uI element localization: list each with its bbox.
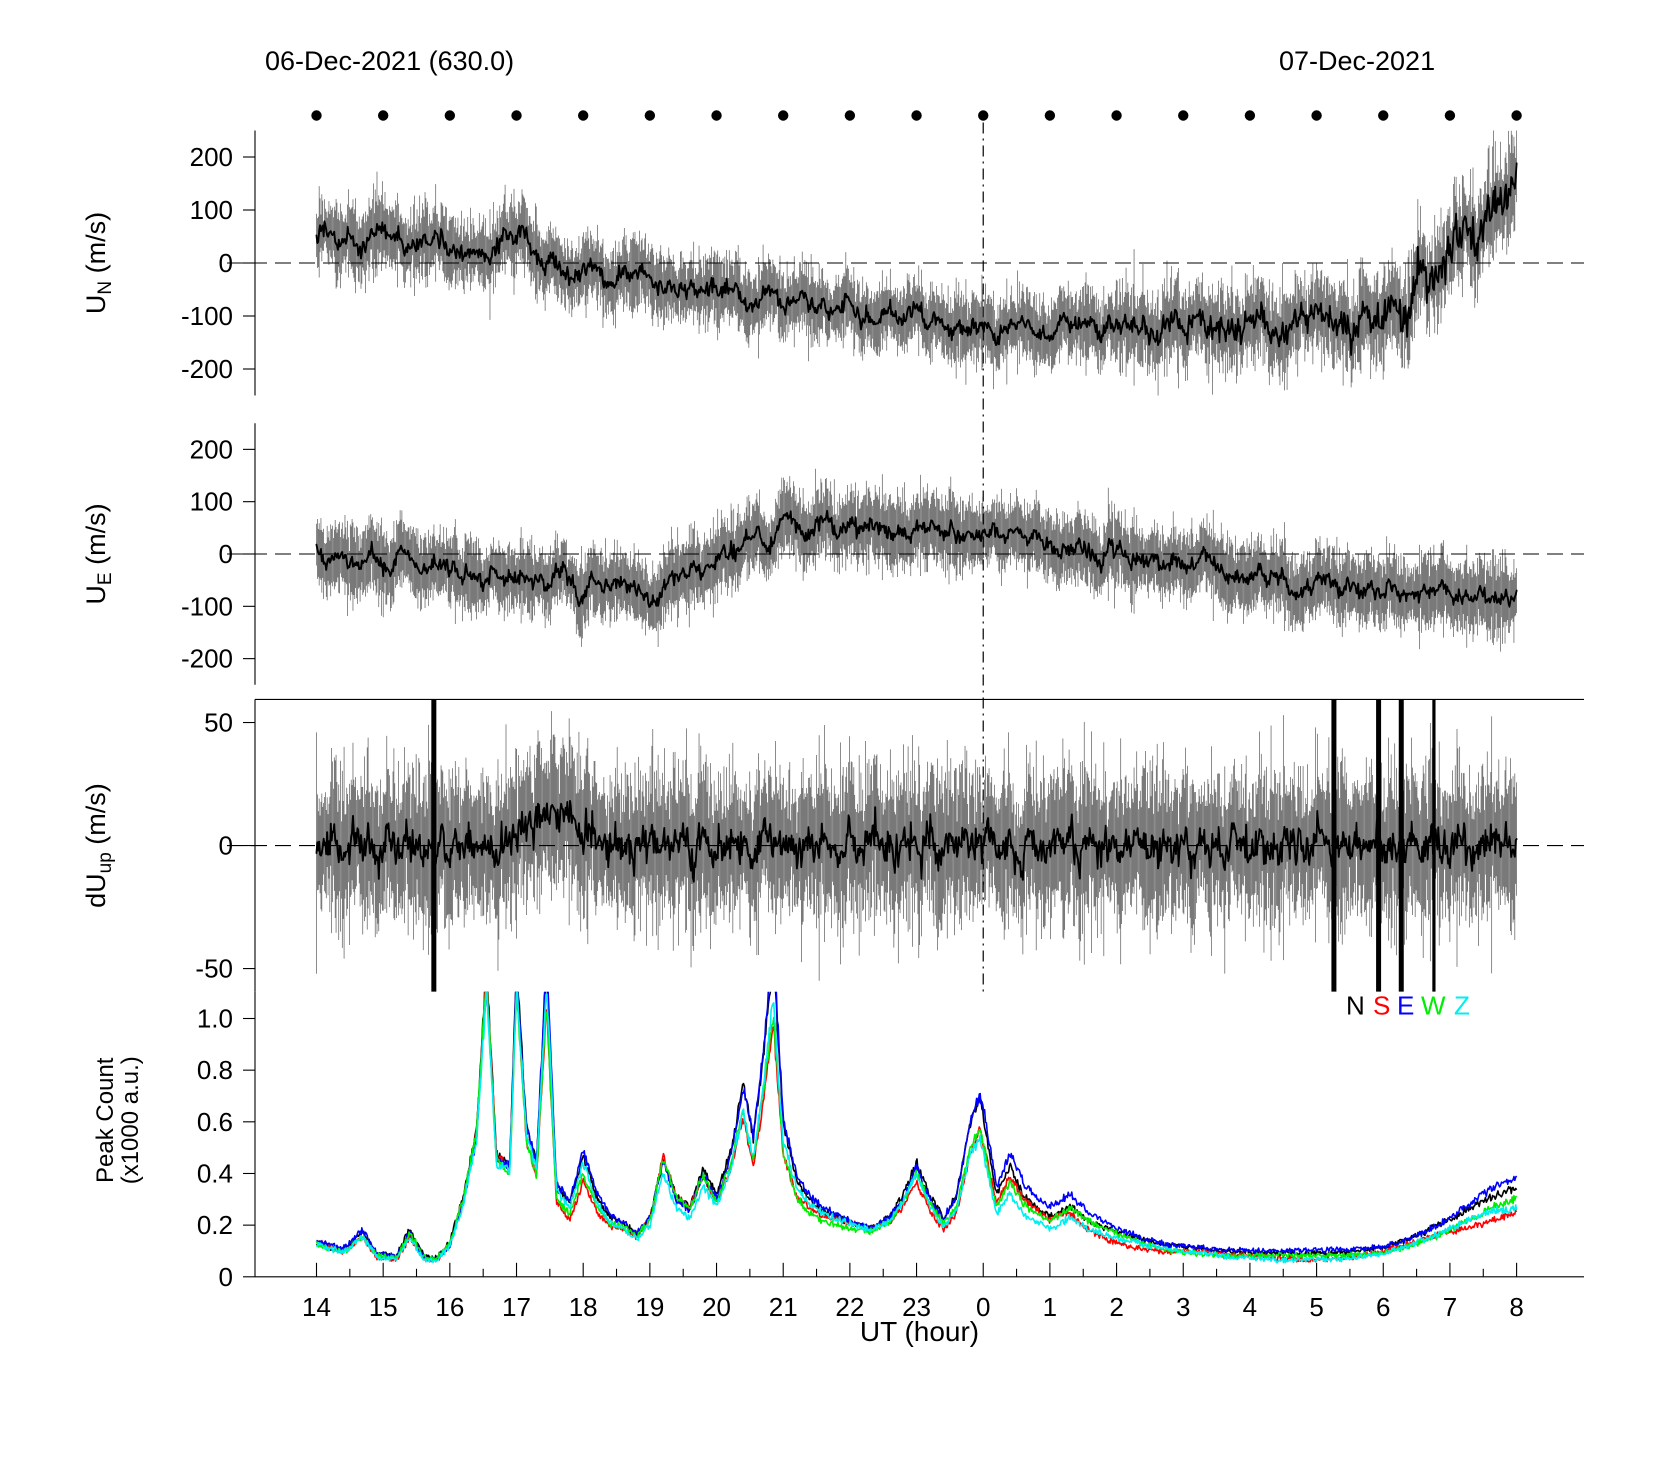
svg-text:UT (hour): UT (hour) (860, 1316, 979, 1347)
svg-text:100: 100 (190, 195, 233, 225)
svg-text:2: 2 (1109, 1292, 1123, 1322)
svg-text:18: 18 (569, 1292, 598, 1322)
svg-text:17: 17 (502, 1292, 531, 1322)
svg-text:19: 19 (635, 1292, 664, 1322)
svg-text:S: S (1373, 991, 1390, 1021)
svg-text:50: 50 (204, 708, 233, 738)
svg-text:dUup (m/s): dUup (m/s) (81, 783, 116, 908)
svg-text:-100: -100 (181, 591, 233, 621)
svg-text:Peak Count: Peak Count (92, 1057, 119, 1183)
svg-text:200: 200 (190, 434, 233, 464)
svg-text:0.6: 0.6 (197, 1107, 233, 1137)
svg-text:200: 200 (190, 142, 233, 172)
svg-text:-200: -200 (181, 644, 233, 674)
svg-text:100: 100 (190, 487, 233, 517)
svg-text:5: 5 (1309, 1292, 1323, 1322)
svg-text:W: W (1421, 991, 1446, 1021)
svg-text:UN (m/s): UN (m/s) (81, 212, 116, 314)
svg-text:Z: Z (1454, 991, 1470, 1021)
svg-text:0: 0 (219, 1262, 233, 1292)
svg-text:E: E (1397, 991, 1414, 1021)
svg-text:07-Dec-2021: 07-Dec-2021 (1279, 46, 1435, 76)
svg-text:16: 16 (435, 1292, 464, 1322)
svg-text:-200: -200 (181, 354, 233, 384)
svg-text:(x1000 a.u.): (x1000 a.u.) (117, 1056, 144, 1184)
svg-text:-100: -100 (181, 301, 233, 331)
svg-text:20: 20 (702, 1292, 731, 1322)
svg-text:-50: -50 (195, 954, 233, 984)
svg-text:0.2: 0.2 (197, 1210, 233, 1240)
svg-text:0.4: 0.4 (197, 1158, 233, 1188)
svg-text:7: 7 (1443, 1292, 1457, 1322)
svg-text:06-Dec-2021 (630.0): 06-Dec-2021 (630.0) (265, 46, 514, 76)
svg-text:1: 1 (1043, 1292, 1057, 1322)
svg-text:N: N (1346, 991, 1365, 1021)
svg-text:8: 8 (1509, 1292, 1523, 1322)
svg-text:3: 3 (1176, 1292, 1190, 1322)
svg-text:15: 15 (369, 1292, 398, 1322)
svg-text:0.8: 0.8 (197, 1055, 233, 1085)
svg-text:UE (m/s): UE (m/s) (81, 503, 116, 604)
svg-text:6: 6 (1376, 1292, 1390, 1322)
svg-text:21: 21 (769, 1292, 798, 1322)
svg-text:1.0: 1.0 (197, 1004, 233, 1034)
svg-text:14: 14 (302, 1292, 331, 1322)
svg-text:4: 4 (1243, 1292, 1257, 1322)
